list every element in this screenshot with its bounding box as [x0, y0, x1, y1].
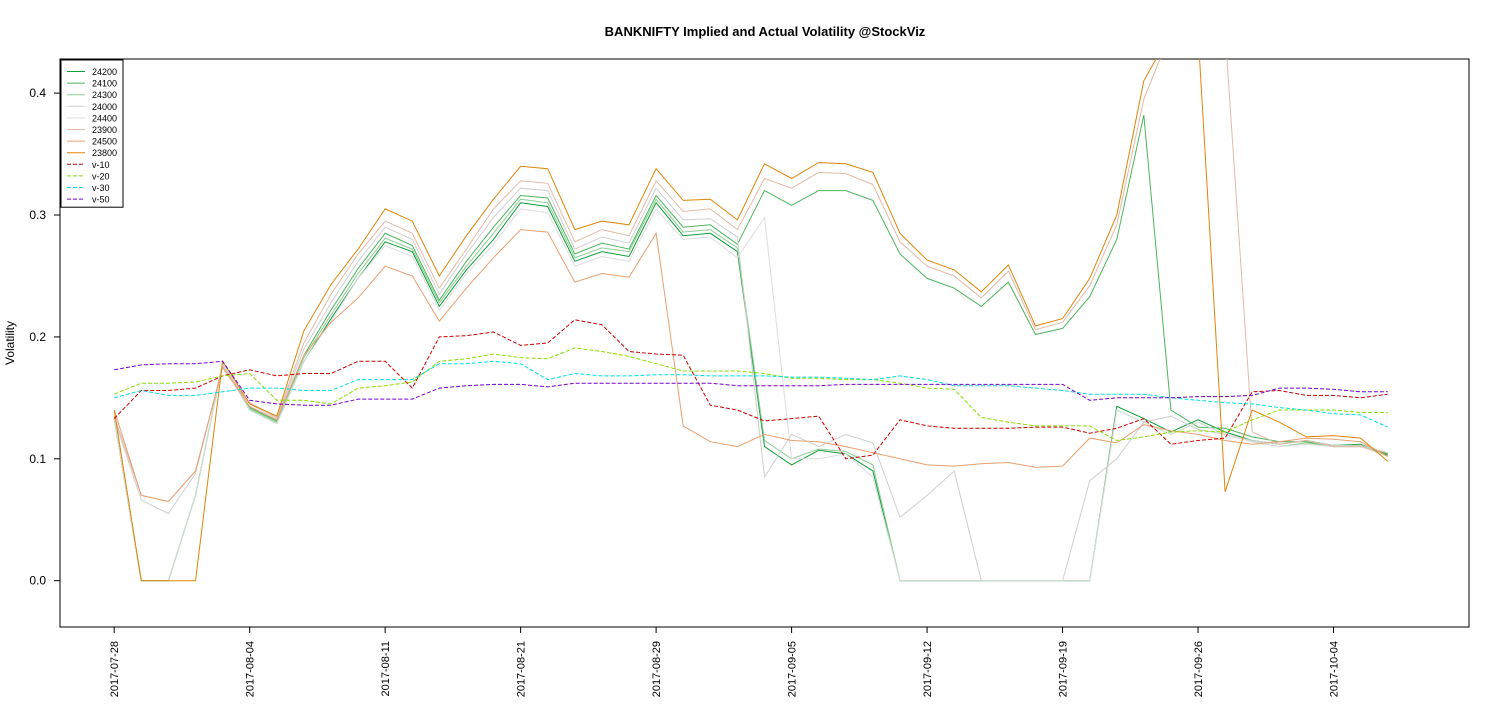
legend-label: 24200: [92, 67, 117, 77]
y-tick-label: 0.3: [29, 208, 46, 222]
legend-label: 24400: [92, 113, 117, 123]
legend-box: [60, 59, 124, 208]
series-line-23900: [113, 59, 1388, 503]
x-tick-label: 2017-09-19: [1058, 641, 1070, 697]
series-line-24500: [113, 229, 1388, 503]
series-line-v-30: [114, 360, 1388, 428]
y-axis-label: Volatility: [3, 321, 17, 365]
series-line-v-20: [114, 347, 1388, 442]
x-tick-label: 2017-09-05: [787, 641, 799, 697]
chart-title: BANKNIFTY Implied and Actual Volatility …: [605, 24, 926, 39]
series-line-24200: [113, 201, 1388, 582]
series-line-24400: [113, 208, 1388, 582]
series-line-24100: [113, 114, 1388, 582]
x-tick-label: 2017-09-26: [1193, 641, 1205, 697]
y-tick-label: 0.2: [29, 330, 46, 344]
legend-label: 24100: [92, 79, 117, 89]
legend-label: 23800: [92, 148, 117, 158]
series-line-v-50: [114, 360, 1388, 406]
legend-label: v-50: [92, 195, 110, 205]
x-tick-label: 2017-08-29: [651, 641, 663, 697]
x-tick-label: 2017-09-12: [922, 641, 934, 697]
series-line-v-10: [113, 319, 1388, 460]
x-tick-label: 2017-08-04: [245, 641, 257, 697]
legend-label: v-30: [92, 183, 110, 193]
legend-label: 24000: [92, 102, 117, 112]
x-tick-label: 2017-07-28: [109, 641, 121, 697]
x-tick-label: 2017-10-04: [1329, 641, 1341, 697]
plot-frame: [59, 58, 1470, 628]
x-tick-label: 2017-08-11: [380, 641, 392, 696]
x-tick-label: 2017-08-21: [516, 641, 528, 697]
legend-label: v-10: [92, 160, 110, 170]
legend-label: v-20: [92, 171, 110, 181]
series-line-24300: [113, 198, 1388, 582]
series-layer: [113, 59, 1389, 582]
axis-layer: 0.0 0.1 0.2 0.3 0.4 2017-07-28 2017-08-04 2017-…: [29, 86, 1340, 697]
series-line-24000: [113, 187, 1388, 582]
legend-label: 24500: [92, 137, 117, 147]
legend-label: 24300: [92, 90, 117, 100]
y-tick-label: 0.4: [29, 86, 46, 100]
y-tick-label: 0.1: [29, 452, 46, 466]
series-line-23800: [113, 59, 1389, 582]
y-tick-label: 0.0: [29, 574, 46, 588]
legend-label: 23900: [92, 125, 117, 135]
